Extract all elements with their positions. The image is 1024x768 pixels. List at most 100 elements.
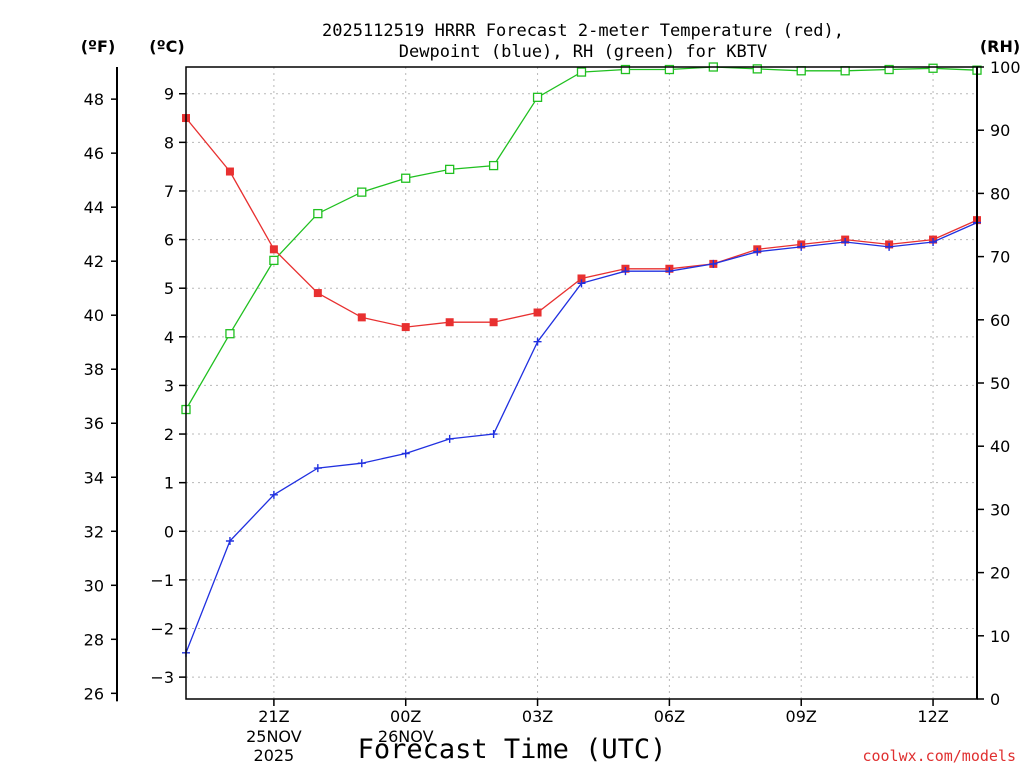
temperature-point	[533, 308, 542, 317]
rh-point	[576, 67, 587, 77]
rh-point	[840, 66, 850, 76]
x-tick-label: 09Z	[786, 707, 817, 726]
rh-point	[313, 208, 323, 219]
rh-tick-label: 50	[990, 374, 1010, 393]
rh-point	[532, 92, 543, 102]
celsius-tick-label: 2	[164, 425, 174, 444]
celsius-tick-label: 0	[164, 522, 174, 541]
dewpoint-point	[269, 490, 278, 499]
chart-title-line2: Dewpoint (blue), RH (green) for KBTV	[399, 42, 767, 62]
rh-tick-label: 0	[990, 690, 1000, 709]
temperature-point	[357, 313, 366, 322]
grid-lines	[186, 67, 977, 699]
dewpoint-point	[665, 267, 674, 276]
rh-point	[796, 66, 806, 76]
rh-point	[401, 173, 411, 183]
rh-point	[357, 187, 367, 197]
x-tick-label: 12Z	[917, 707, 948, 726]
fahrenheit-tick-label: 26	[84, 684, 104, 703]
dewpoint-point	[753, 247, 762, 256]
temperature-point	[313, 289, 322, 298]
rh-unit-label: (RH)	[980, 37, 1020, 56]
temperature-point	[401, 323, 410, 332]
x-tick-label: 21Z	[258, 707, 289, 726]
dewpoint-point	[445, 434, 454, 443]
fahrenheit-tick-label: 30	[84, 576, 104, 595]
x-tick-date-label: 26NOV	[378, 727, 434, 746]
fahrenheit-tick-label: 32	[84, 522, 104, 541]
x-tick-year-label: 2025	[254, 746, 295, 765]
rh-point	[928, 63, 938, 73]
fahrenheit-tick-label: 42	[84, 252, 104, 271]
x-tick-label: 03Z	[522, 707, 553, 726]
rh-tick-label: 90	[990, 121, 1010, 140]
fahrenheit-tick-label: 34	[84, 468, 104, 487]
dewpoint-point	[841, 238, 850, 247]
dewpoint-point	[709, 259, 718, 268]
fahrenheit-tick-label: 40	[84, 306, 104, 325]
celsius-tick-label: 5	[164, 279, 174, 298]
plot-frame	[185, 66, 978, 700]
celsius-tick-label: 3	[164, 376, 174, 395]
series-rh	[181, 62, 982, 415]
series-temperature	[182, 114, 981, 332]
rh-tick-label: 80	[990, 184, 1010, 203]
x-tick-label: 06Z	[654, 707, 685, 726]
fahrenheit-unit-label: (ºF)	[81, 37, 116, 56]
rh-tick-label: 40	[990, 437, 1010, 456]
temperature-point	[577, 274, 586, 283]
dewpoint-point	[489, 430, 498, 439]
tick-labels: −3−2−10123456789262830323436384042444648…	[84, 58, 1021, 765]
rh-point	[488, 160, 499, 171]
dewpoint-point	[621, 267, 630, 276]
axes	[111, 66, 984, 706]
dewpoint-point	[885, 242, 894, 251]
chart-title-line1: 2025112519 HRRR Forecast 2-meter Tempera…	[322, 21, 844, 41]
temperature-point	[225, 167, 234, 176]
celsius-tick-label: 8	[164, 133, 174, 152]
dewpoint-point	[797, 242, 806, 251]
rh-point	[620, 64, 631, 75]
rh-point	[664, 64, 675, 75]
temperature-point	[445, 318, 454, 327]
x-tick-label: 00Z	[390, 707, 421, 726]
rh-tick-label: 10	[990, 627, 1010, 646]
fahrenheit-tick-label: 28	[84, 630, 104, 649]
rh-tick-label: 70	[990, 248, 1010, 267]
fahrenheit-tick-label: 48	[84, 90, 104, 109]
rh-point	[269, 255, 279, 266]
rh-point	[445, 164, 455, 175]
rh-tick-label: 30	[990, 500, 1010, 519]
temperature-point	[489, 318, 498, 327]
fahrenheit-tick-label: 38	[84, 360, 104, 379]
fahrenheit-tick-label: 44	[84, 198, 104, 217]
rh-tick-label: 100	[990, 58, 1021, 77]
celsius-tick-label: 1	[164, 474, 174, 493]
series-dewpoint	[182, 218, 981, 657]
fahrenheit-tick-label: 36	[84, 414, 104, 433]
dewpoint-point	[401, 449, 410, 458]
dewpoint-point	[357, 459, 366, 468]
x-tick-date-label: 25NOV	[246, 727, 302, 746]
rh-line	[185, 66, 978, 410]
celsius-tick-label: −3	[150, 668, 174, 687]
celsius-unit-label: (ºC)	[149, 37, 184, 56]
dewpoint-point	[577, 279, 586, 288]
series-layer	[181, 62, 982, 657]
rh-point	[225, 329, 235, 339]
rh-point	[752, 64, 762, 74]
rh-tick-label: 60	[990, 311, 1010, 330]
temperature-line	[185, 117, 978, 328]
dewpoint-point	[225, 537, 234, 545]
celsius-tick-label: −1	[150, 571, 174, 590]
x-axis-label: Forecast Time (UTC)	[358, 734, 667, 765]
celsius-tick-label: 4	[164, 328, 174, 347]
celsius-tick-label: 7	[164, 182, 174, 201]
fahrenheit-tick-label: 46	[84, 144, 104, 163]
dewpoint-point	[533, 337, 542, 346]
dewpoint-point	[929, 238, 938, 247]
rh-point	[884, 64, 894, 75]
dewpoint-point	[313, 464, 322, 473]
celsius-tick-label: −2	[150, 620, 174, 639]
